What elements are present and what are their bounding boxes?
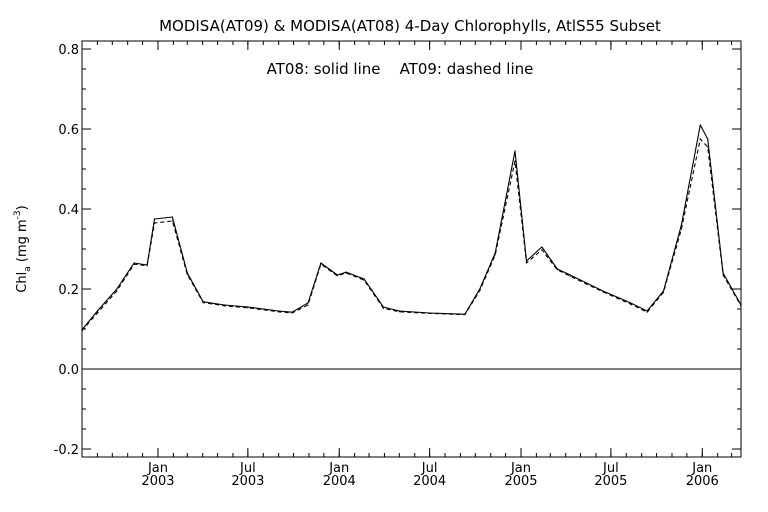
x-axis: Jan2003Jul2003Jan2004Jul2004Jan2005Jul20… <box>81 41 733 489</box>
y-axis-label: Chla (mg m-3) <box>13 205 33 292</box>
data-point-at08 <box>569 274 571 276</box>
data-point-at09 <box>116 290 118 292</box>
y-axis-label-units-exp: -3 <box>13 210 23 219</box>
y-tick-label: 0.6 <box>58 123 79 138</box>
data-point-at08 <box>96 310 98 312</box>
legend-annotation: AT08: solid line AT09: dashed line <box>267 60 534 78</box>
data-point-at08 <box>722 272 724 274</box>
data-point-at09 <box>662 291 665 293</box>
series-layer <box>81 124 742 332</box>
data-point-at09 <box>336 275 338 277</box>
data-point-at09 <box>630 303 632 305</box>
data-point-at09 <box>541 249 543 251</box>
x-tick-month: Jan <box>691 461 712 476</box>
data-point-at09 <box>133 263 135 265</box>
data-point-at09 <box>96 312 98 314</box>
x-tick-month: Jul <box>421 461 438 476</box>
x-tick-year: 2005 <box>504 474 537 489</box>
y-tick-label: 0.4 <box>58 203 79 218</box>
y-axis-label-units: (mg m <box>15 219 30 266</box>
data-point-at09 <box>382 307 385 309</box>
y-tick-label: 0.2 <box>58 283 79 298</box>
data-point-at09 <box>291 312 293 314</box>
data-point-at09 <box>722 274 724 276</box>
data-point-at09 <box>398 311 400 313</box>
data-point-at09 <box>345 272 347 274</box>
data-point-at09 <box>202 302 204 304</box>
data-point-at09 <box>494 254 496 256</box>
x-tick-month: Jan <box>510 461 531 476</box>
x-tick-year: 2003 <box>141 474 174 489</box>
data-point-at09 <box>429 312 431 314</box>
data-point-at09 <box>699 138 701 140</box>
series-line-at08 <box>82 124 741 331</box>
x-tick-month: Jan <box>328 461 349 476</box>
y-axis: -0.2 0.0 0.2 0.4 0.6 0.8 <box>54 43 741 458</box>
x-tick-month: Jul <box>239 461 256 476</box>
data-point-at09 <box>171 220 173 222</box>
data-point-at09 <box>464 314 466 316</box>
data-point-at09 <box>680 228 683 230</box>
data-point-at08 <box>133 262 135 264</box>
data-point-at08 <box>320 262 322 264</box>
data-point-at08 <box>707 138 709 140</box>
data-point-at09 <box>514 160 516 162</box>
data-point-at09 <box>707 146 709 148</box>
data-point-at08 <box>525 260 528 262</box>
x-tick-year: 2006 <box>686 474 719 489</box>
data-point-at08 <box>514 150 516 152</box>
data-point-at09 <box>223 305 226 307</box>
data-point-at09 <box>479 290 481 292</box>
x-tick-month: Jul <box>602 461 619 476</box>
data-point-at08 <box>699 124 701 126</box>
y-tick-label: -0.2 <box>54 443 79 458</box>
data-point-at09 <box>740 305 742 307</box>
data-point-at09 <box>556 269 558 271</box>
y-axis-label-sub: a <box>23 266 33 272</box>
x-tick-year: 2004 <box>323 474 356 489</box>
data-point-at08 <box>541 246 543 248</box>
x-tick-year: 2003 <box>231 474 264 489</box>
data-point-at08 <box>116 288 118 290</box>
y-tick-label: 0.8 <box>58 43 79 58</box>
x-tick-month: Jan <box>147 461 168 476</box>
data-point-at09 <box>247 307 249 309</box>
y-tick-label: 0.0 <box>58 363 79 378</box>
chart-title: MODISA(AT09) & MODISA(AT08) 4-Day Chloro… <box>159 17 661 35</box>
data-point-at09 <box>146 265 148 267</box>
data-point-at08 <box>153 218 156 220</box>
data-point-at08 <box>630 302 632 304</box>
data-point-at09 <box>320 263 322 265</box>
data-point-at09 <box>186 274 188 276</box>
x-tick-year: 2005 <box>594 474 627 489</box>
data-point-at09 <box>602 291 604 293</box>
x-tick-year: 2004 <box>413 474 446 489</box>
data-point-at08 <box>307 302 309 304</box>
data-point-at09 <box>81 330 83 332</box>
data-point-at08 <box>662 290 665 292</box>
data-point-at09 <box>451 313 453 315</box>
data-point-at09 <box>278 311 280 313</box>
series-line-at09 <box>82 138 741 331</box>
data-point-at09 <box>153 222 156 224</box>
data-point-at09 <box>525 262 528 264</box>
data-point-at09 <box>569 275 571 277</box>
data-point-at08 <box>363 278 365 280</box>
data-point-at09 <box>646 311 648 313</box>
data-point-at09 <box>307 304 309 306</box>
data-point-at08 <box>171 216 173 218</box>
y-axis-label-main: Chl <box>15 272 30 293</box>
y-axis-label-units-close: ) <box>15 205 30 210</box>
data-point-at09 <box>363 279 365 281</box>
